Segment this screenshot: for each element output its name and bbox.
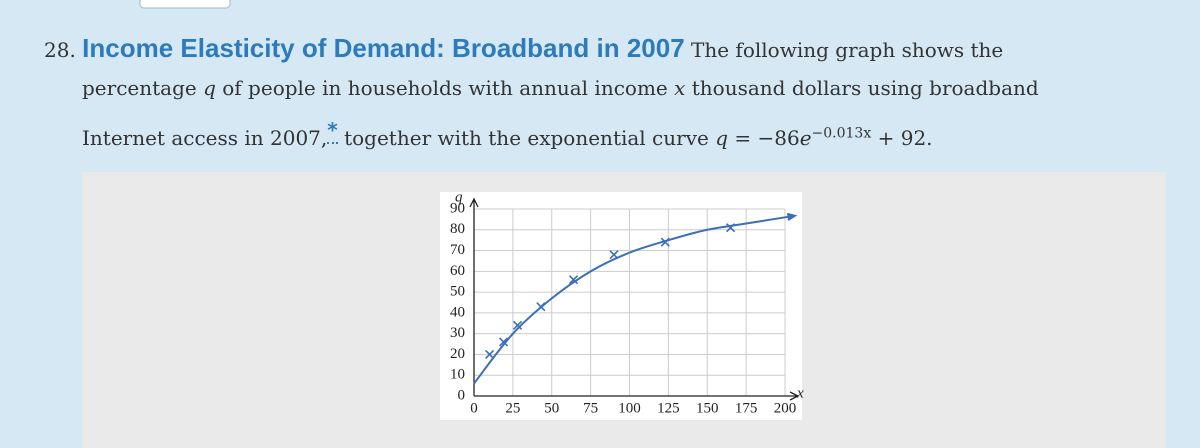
equation-exponent: −0.013x [811, 125, 872, 142]
body-text: percentage [82, 76, 204, 100]
problem-number: 28. [44, 38, 76, 62]
x-tick-label: 100 [618, 400, 641, 416]
body-text: together with the exponential curve [337, 126, 716, 150]
x-tick-label: 50 [544, 400, 559, 416]
y-tick-label: 30 [450, 325, 465, 341]
body-line: percentage q of people in households wit… [82, 76, 1039, 100]
x-tick-label: 25 [505, 400, 520, 416]
equation: = −86 [728, 126, 800, 150]
body-line: Internet access in 2007,* together with … [82, 118, 933, 150]
y-tick-label: 0 [458, 387, 466, 403]
data-point [484, 349, 495, 360]
data-point [726, 223, 736, 233]
math-var: x [674, 76, 686, 100]
body-text: The following graph shows the [691, 38, 1004, 62]
x-axis [474, 391, 800, 401]
x-axis-label: x [796, 385, 804, 401]
data-point [536, 302, 546, 312]
x-tick-label: 0 [470, 400, 478, 416]
y-tick-label: 80 [450, 221, 465, 237]
answer-button[interactable] [139, 0, 231, 9]
equation: + 92. [871, 126, 933, 150]
curve [473, 216, 786, 385]
body-text: thousand dollars using broadband [685, 76, 1039, 100]
body-text: Internet access in 2007, [82, 126, 328, 150]
y-tick-label: 60 [450, 263, 465, 279]
x-tick-label: 175 [735, 400, 758, 416]
problem-number: 28. Income Elasticity of Demand: Broadba… [44, 33, 1003, 64]
data-point [512, 320, 523, 330]
equation: e [799, 126, 812, 150]
y-tick-label: 10 [450, 367, 465, 383]
y-tick-label: 40 [450, 304, 465, 320]
curve-arrow [784, 212, 798, 221]
y-tick-label: 90 [450, 200, 465, 216]
y-axis-label: q [455, 189, 463, 205]
x-tick-label: 150 [696, 400, 719, 416]
problem-title: Income Elasticity of Demand: Broadband i… [82, 33, 685, 63]
y-tick-label: 20 [450, 346, 465, 362]
x-tick-label: 200 [774, 400, 797, 416]
math-var: q [715, 126, 728, 150]
data-point [498, 337, 509, 347]
math-var: q [203, 76, 216, 100]
footnote-star[interactable]: * [327, 118, 338, 144]
body-text: of people in households with annual inco… [215, 76, 675, 100]
data-point [568, 275, 579, 285]
x-tick-label: 125 [657, 400, 680, 416]
plot-area [440, 192, 802, 420]
y-tick-label: 70 [450, 242, 465, 258]
y-axis [469, 197, 479, 396]
x-tick-label: 75 [583, 400, 598, 416]
y-tick-label: 50 [450, 284, 465, 300]
data-point [609, 250, 619, 260]
data-point [660, 237, 670, 247]
